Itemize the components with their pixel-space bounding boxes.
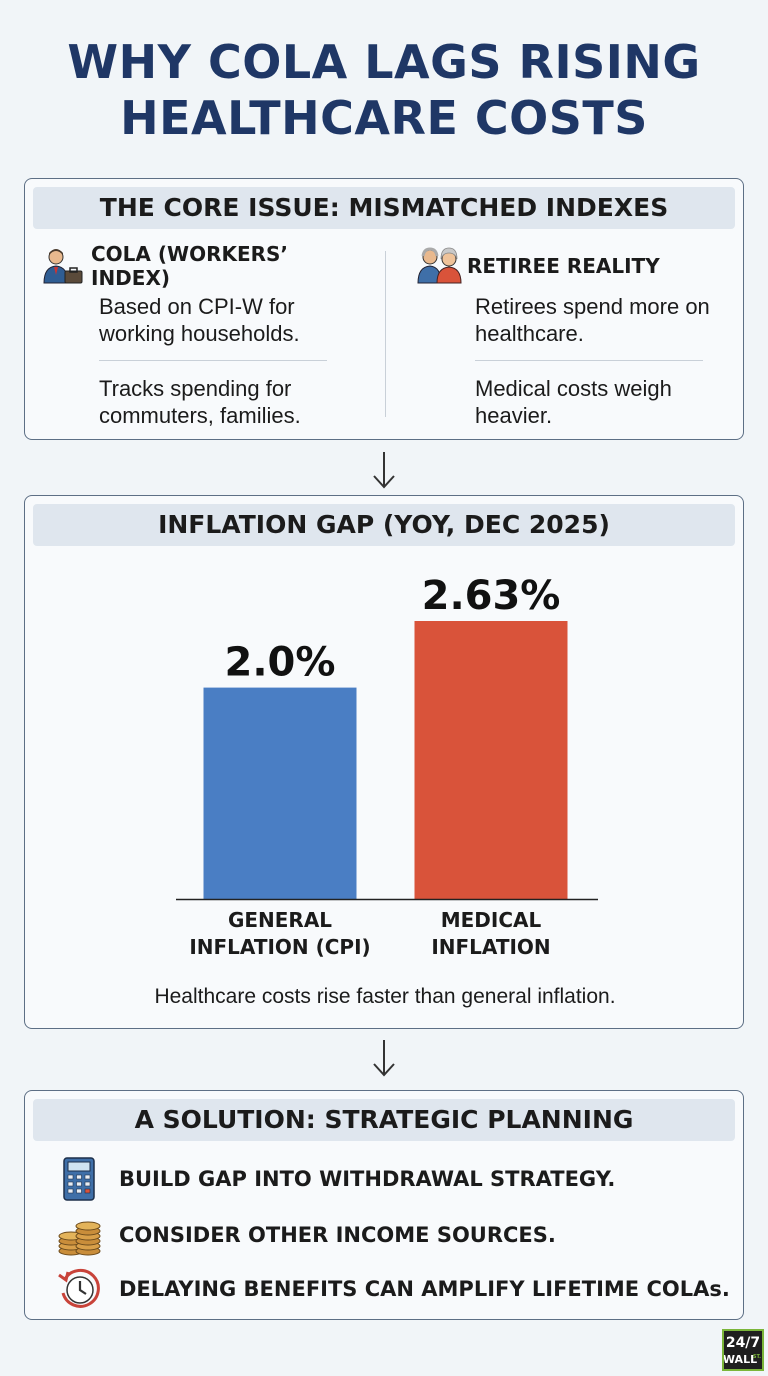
cola-point: Tracks spending for commuters, families. bbox=[99, 376, 301, 428]
retiree-point: Retirees spend more on healthcare. bbox=[475, 294, 710, 346]
divider bbox=[99, 360, 327, 361]
worker-icon bbox=[39, 245, 87, 287]
solution-panel: A SOLUTION: STRATEGIC PLANNING BUILD GAP… bbox=[24, 1090, 744, 1320]
cola-title: COLA (WORKERS’ INDEX) bbox=[91, 242, 289, 290]
category-label: MEDICAL bbox=[441, 908, 542, 932]
title-line-1: WHY COLA LAGS RISING bbox=[67, 35, 701, 89]
bar bbox=[414, 621, 568, 899]
bar-value-label: 2.0% bbox=[225, 640, 336, 686]
bar-value-label: 2.63% bbox=[422, 573, 561, 619]
retiree-point: Medical costs weigh heavier. bbox=[475, 376, 672, 428]
down-arrow-icon bbox=[371, 450, 397, 490]
core-issue-panel: THE CORE ISSUE: MISMATCHED INDEXES COLA … bbox=[24, 178, 744, 440]
retiree-title: RETIREE REALITY bbox=[467, 254, 660, 278]
logo-line-1: 24/7 bbox=[726, 1335, 760, 1351]
bar bbox=[203, 687, 357, 899]
page-title: WHY COLA LAGS RISING HEALTHCARE COSTS bbox=[0, 34, 768, 146]
logo-line-2: WALL bbox=[724, 1353, 757, 1366]
brand-logo: 24/7 WALL ST. bbox=[722, 1329, 764, 1371]
solution-item: BUILD GAP INTO WITHDRAWAL STRATEGY. bbox=[55, 1155, 615, 1203]
divider bbox=[475, 360, 703, 361]
cola-column: COLA (WORKERS’ INDEX) Based on CPI-W for… bbox=[39, 242, 339, 429]
solution-heading: A SOLUTION: STRATEGIC PLANNING bbox=[33, 1099, 735, 1141]
inflation-bar-chart: 2.0% GENERAL INFLATION (CPI) 2.63% MEDICAL IN… bbox=[176, 573, 598, 959]
category-label: GENERAL bbox=[228, 908, 332, 932]
retiree-column: RETIREE REALITY Retirees spend more on h… bbox=[415, 245, 715, 429]
chart-note: Healthcare costs rise faster than genera… bbox=[154, 985, 616, 1008]
down-arrow-icon bbox=[371, 1038, 397, 1078]
category-label: INFLATION bbox=[431, 935, 550, 959]
solution-text: CONSIDER OTHER INCOME SOURCES. bbox=[119, 1223, 556, 1247]
core-issue-heading: THE CORE ISSUE: MISMATCHED INDEXES bbox=[33, 187, 735, 229]
solution-item: CONSIDER OTHER INCOME SOURCES. bbox=[55, 1211, 556, 1259]
solution-text: DELAYING BENEFITS CAN AMPLIFY LIFETIME C… bbox=[119, 1277, 730, 1301]
column-divider bbox=[385, 251, 386, 417]
solution-item: DELAYING BENEFITS CAN AMPLIFY LIFETIME C… bbox=[55, 1265, 730, 1313]
coins-icon bbox=[55, 1211, 103, 1259]
solution-text: BUILD GAP INTO WITHDRAWAL STRATEGY. bbox=[119, 1167, 616, 1191]
retirees-icon bbox=[415, 245, 463, 287]
title-line-2: HEALTHCARE COSTS bbox=[120, 91, 648, 145]
logo-suffix: ST. bbox=[753, 1354, 761, 1360]
cola-point: Based on CPI-W for working households. bbox=[99, 294, 300, 346]
inflation-gap-panel: INFLATION GAP (YOY, DEC 2025) Healthcare… bbox=[24, 495, 744, 1029]
clock-history-icon bbox=[55, 1265, 103, 1313]
chart-title: INFLATION GAP (YOY, DEC 2025) bbox=[33, 504, 735, 546]
calculator-icon bbox=[55, 1155, 103, 1203]
category-label: INFLATION (CPI) bbox=[189, 935, 370, 959]
